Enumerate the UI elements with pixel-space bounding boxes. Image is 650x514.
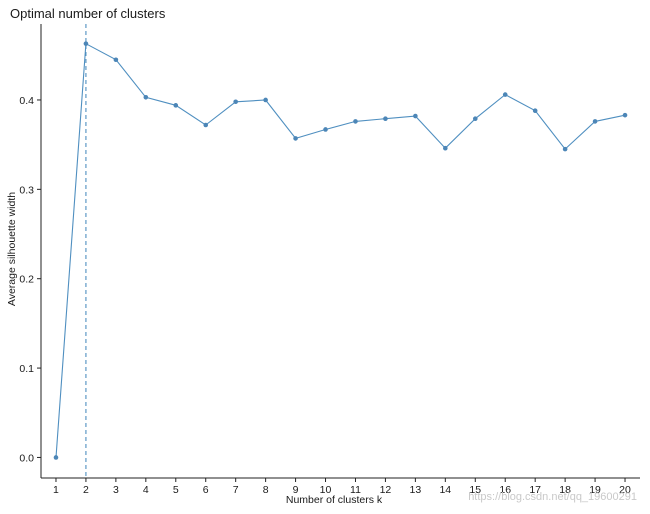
data-point	[353, 119, 358, 124]
x-tick-label: 20	[619, 484, 631, 496]
x-tick-label: 14	[439, 484, 451, 496]
data-point	[562, 146, 568, 152]
x-tick-label: 7	[233, 484, 239, 496]
data-point	[323, 127, 328, 132]
x-tick-label: 8	[263, 484, 269, 496]
x-tick-label: 12	[380, 484, 392, 496]
silhouette-line	[55, 42, 626, 458]
data-point	[472, 116, 478, 122]
x-tick-label: 19	[589, 484, 601, 496]
watermark-text: https://blog.csdn.net/qq_19600291	[468, 491, 637, 503]
x-tick-label: 3	[113, 484, 119, 496]
data-point	[502, 92, 508, 97]
y-tick-label: 0.0	[19, 452, 34, 464]
x-tick-label: 13	[410, 484, 422, 496]
x-tick-label: 11	[350, 484, 361, 496]
data-point	[413, 113, 418, 119]
chart-title: Optimal number of clusters	[10, 6, 166, 21]
data-point	[263, 97, 268, 103]
y-tick-label: 0.2	[19, 274, 34, 286]
data-point	[143, 94, 149, 100]
data-point	[383, 116, 388, 122]
data-point	[293, 136, 298, 141]
x-tick-label: 2	[83, 484, 89, 496]
y-tick-label: 0.3	[19, 184, 34, 196]
data-point	[203, 122, 209, 128]
x-tick-label: 1	[53, 484, 59, 496]
data-point	[113, 57, 119, 63]
y-axis-label: Average silhouette width	[6, 192, 18, 306]
data-point	[173, 103, 179, 108]
data-point	[592, 119, 598, 124]
data-point	[443, 145, 448, 151]
x-tick-label: 6	[203, 484, 209, 496]
x-axis-label: Number of clusters k	[286, 494, 383, 506]
y-tick-label: 0.1	[19, 363, 34, 375]
x-tick-label: 18	[559, 484, 571, 496]
data-point	[622, 112, 628, 118]
data-point	[83, 41, 89, 46]
x-tick-label: 9	[293, 484, 299, 496]
x-tick-label: 4	[143, 484, 149, 496]
data-point	[532, 108, 538, 113]
x-tick-label: 5	[173, 484, 179, 496]
x-tick-label: 16	[499, 484, 511, 496]
x-tick-label: 15	[469, 484, 481, 496]
x-tick-label: 10	[320, 484, 332, 496]
x-tick-label: 17	[529, 484, 541, 496]
plot-area: 0.00.10.20.30.41 2 3 4 5 6 7 8 9 10 11 12 13 14 15 16 17…	[19, 24, 640, 496]
data-point	[53, 455, 59, 460]
y-tick-label: 0.4	[19, 95, 34, 107]
data-point	[233, 99, 238, 105]
